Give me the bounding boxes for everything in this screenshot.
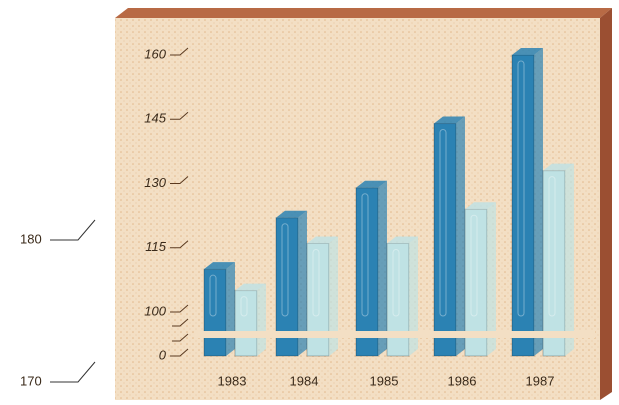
bar-side [257, 283, 266, 356]
bar-top [543, 163, 574, 171]
bar-top [512, 48, 543, 55]
bar-side [226, 262, 235, 356]
board-side [600, 8, 612, 400]
x-tick-label: 1984 [290, 373, 319, 388]
bar-side [409, 236, 418, 356]
tick-mark [170, 348, 189, 357]
y-tick-label: 100 [144, 303, 166, 318]
tick-mark [170, 240, 189, 249]
reference-numeral: 180 [20, 231, 42, 246]
bar [386, 242, 410, 357]
bar-side [456, 116, 465, 357]
bar [203, 268, 227, 357]
bar-top [465, 202, 496, 210]
bar-top [387, 236, 418, 244]
axis-break-mark [172, 333, 189, 342]
x-tick-label: 1985 [370, 373, 399, 388]
tick-mark [170, 176, 189, 184]
bar-highlight [240, 296, 248, 317]
y-tick-label: 130 [144, 175, 166, 190]
bar-highlight [470, 214, 478, 317]
axis-break-gap [195, 331, 595, 338]
leader-line [50, 219, 96, 241]
tick-mark [170, 304, 189, 313]
axis-break-mark [172, 318, 189, 327]
x-tick-label: 1986 [448, 373, 477, 388]
bar [234, 290, 258, 357]
x-tick-label: 1987 [526, 373, 555, 388]
bar-highlight [439, 129, 447, 317]
bar-highlight [209, 274, 217, 317]
bar-highlight [548, 176, 556, 317]
x-tick-label: 1983 [218, 373, 247, 388]
bar-top [235, 283, 266, 291]
reference-numeral: 170 [20, 373, 42, 388]
bar [306, 242, 330, 357]
bar-side [378, 180, 387, 356]
bar-top [204, 262, 235, 270]
bar-side [329, 236, 338, 356]
bar [542, 170, 566, 357]
bar [511, 54, 535, 357]
y-tick-label: 0 [159, 347, 167, 362]
bar-side [534, 48, 543, 356]
bar-highlight [392, 248, 400, 317]
leader-line [50, 361, 96, 383]
bar [355, 187, 379, 357]
bar-side [565, 163, 574, 356]
board-top [115, 8, 612, 18]
tick-mark [170, 111, 189, 120]
bar-side [487, 202, 496, 356]
y-tick-label: 160 [144, 46, 166, 61]
bar-top [356, 180, 387, 188]
bar-highlight [281, 223, 289, 317]
tick-mark [170, 47, 189, 56]
bar-highlight [312, 248, 320, 317]
bar [433, 123, 457, 357]
bar-top [276, 210, 307, 218]
bar-top [434, 116, 465, 124]
y-tick-label: 115 [145, 239, 166, 254]
bar-highlight [361, 193, 369, 317]
bar-side [298, 210, 307, 356]
bar-top [307, 236, 338, 244]
bar-highlight [517, 60, 525, 317]
y-tick-label: 145 [144, 111, 166, 126]
